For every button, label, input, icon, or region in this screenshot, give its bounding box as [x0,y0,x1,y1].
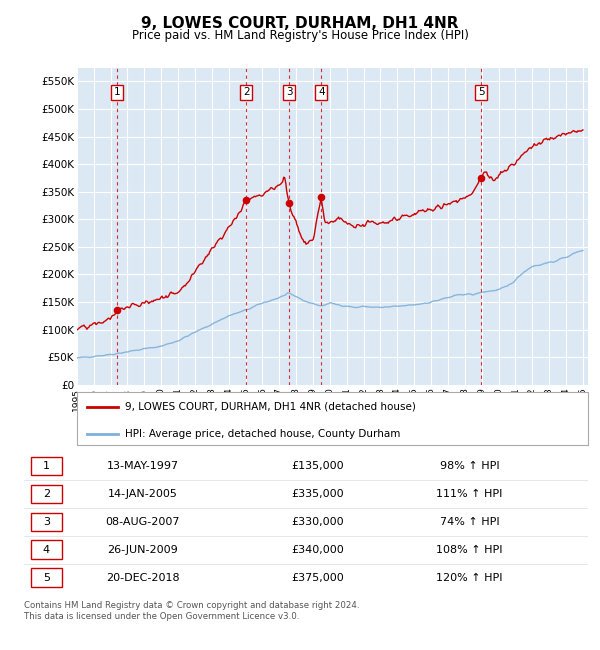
Text: £135,000: £135,000 [291,461,344,471]
Text: 4: 4 [318,87,325,98]
Text: 9, LOWES COURT, DURHAM, DH1 4NR (detached house): 9, LOWES COURT, DURHAM, DH1 4NR (detache… [125,402,416,412]
Text: £335,000: £335,000 [291,489,344,499]
Text: 5: 5 [43,573,50,582]
Text: 26-JUN-2009: 26-JUN-2009 [107,545,178,554]
FancyBboxPatch shape [31,457,62,474]
Text: 111% ↑ HPI: 111% ↑ HPI [436,489,503,499]
FancyBboxPatch shape [31,569,62,586]
Text: 9, LOWES COURT, DURHAM, DH1 4NR: 9, LOWES COURT, DURHAM, DH1 4NR [141,16,459,31]
Text: 3: 3 [43,517,50,526]
FancyBboxPatch shape [31,541,62,558]
Text: 1: 1 [43,461,50,471]
Text: 74% ↑ HPI: 74% ↑ HPI [440,517,499,526]
Text: 4: 4 [43,545,50,554]
Text: Contains HM Land Registry data © Crown copyright and database right 2024.
This d: Contains HM Land Registry data © Crown c… [24,601,359,621]
Text: 120% ↑ HPI: 120% ↑ HPI [436,573,503,582]
Text: £340,000: £340,000 [291,545,344,554]
Text: 108% ↑ HPI: 108% ↑ HPI [436,545,503,554]
Text: 1: 1 [113,87,120,98]
Text: 14-JAN-2005: 14-JAN-2005 [107,489,178,499]
Text: 2: 2 [43,489,50,499]
Text: 20-DEC-2018: 20-DEC-2018 [106,573,179,582]
FancyBboxPatch shape [31,513,62,530]
Text: 98% ↑ HPI: 98% ↑ HPI [440,461,499,471]
Text: 3: 3 [286,87,293,98]
Text: 08-AUG-2007: 08-AUG-2007 [105,517,179,526]
Text: £330,000: £330,000 [291,517,344,526]
Text: £375,000: £375,000 [291,573,344,582]
FancyBboxPatch shape [31,485,62,502]
FancyBboxPatch shape [77,392,588,445]
Text: Price paid vs. HM Land Registry's House Price Index (HPI): Price paid vs. HM Land Registry's House … [131,29,469,42]
Text: 2: 2 [243,87,250,98]
Text: 13-MAY-1997: 13-MAY-1997 [106,461,179,471]
Text: 5: 5 [478,87,485,98]
Text: HPI: Average price, detached house, County Durham: HPI: Average price, detached house, Coun… [125,428,401,439]
